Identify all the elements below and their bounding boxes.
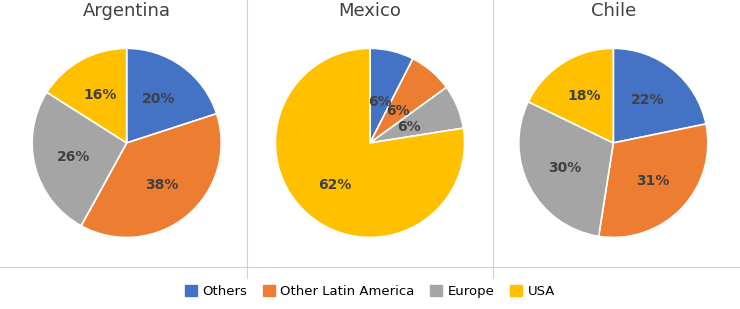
Text: 6%: 6%	[368, 95, 391, 108]
Text: 22%: 22%	[631, 93, 665, 108]
Wedge shape	[370, 48, 413, 143]
Title: Argentina: Argentina	[83, 2, 171, 20]
Text: 30%: 30%	[548, 161, 582, 175]
Text: 20%: 20%	[142, 91, 175, 106]
Wedge shape	[528, 48, 613, 143]
Wedge shape	[370, 59, 446, 143]
Text: 31%: 31%	[636, 174, 670, 188]
Legend: Others, Other Latin America, Europe, USA: Others, Other Latin America, Europe, USA	[183, 282, 557, 301]
Text: 62%: 62%	[317, 178, 351, 192]
Wedge shape	[81, 114, 221, 237]
Wedge shape	[275, 48, 465, 237]
Wedge shape	[519, 102, 613, 236]
Text: 6%: 6%	[386, 104, 409, 117]
Text: 38%: 38%	[145, 178, 178, 192]
Text: 18%: 18%	[568, 89, 601, 104]
Wedge shape	[370, 87, 463, 143]
Wedge shape	[47, 48, 127, 143]
Wedge shape	[127, 48, 217, 143]
Text: 26%: 26%	[57, 150, 90, 163]
Wedge shape	[32, 92, 127, 226]
Title: Chile: Chile	[591, 2, 636, 20]
Wedge shape	[613, 48, 706, 143]
Title: Mexico: Mexico	[339, 2, 401, 20]
Text: 6%: 6%	[397, 120, 421, 133]
Text: 16%: 16%	[84, 88, 117, 102]
Wedge shape	[599, 124, 708, 237]
